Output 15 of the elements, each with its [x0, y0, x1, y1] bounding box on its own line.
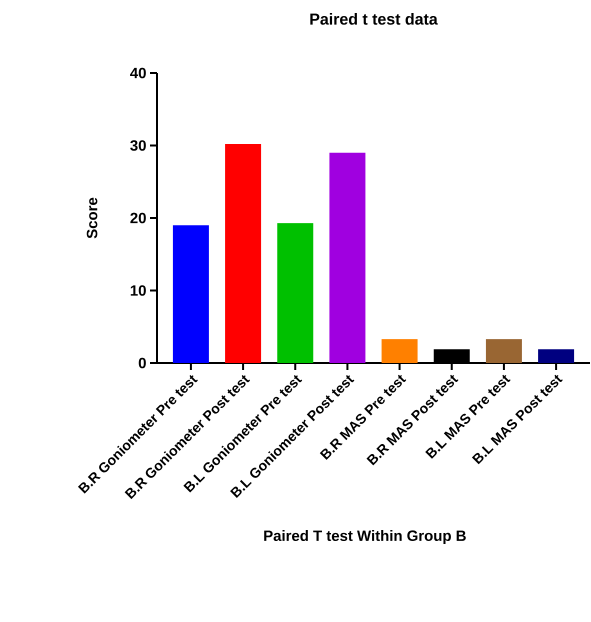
bar — [277, 223, 314, 363]
bar — [486, 339, 522, 363]
y-tick-label: 10 — [130, 285, 146, 296]
bar — [329, 152, 366, 363]
bar — [538, 349, 574, 363]
y-tick-label: 20 — [130, 212, 146, 224]
x-axis-title: Paired T test Within Group B — [264, 530, 466, 544]
bar — [382, 339, 418, 363]
y-tick-label: 40 — [130, 68, 146, 78]
y-tick-label: 0 — [138, 358, 146, 368]
y-tick-label: 30 — [130, 140, 146, 151]
bar — [225, 144, 262, 363]
y-axis-title: Score — [86, 198, 98, 238]
chart-title: Paired t test data — [310, 13, 438, 25]
bar — [172, 225, 209, 363]
